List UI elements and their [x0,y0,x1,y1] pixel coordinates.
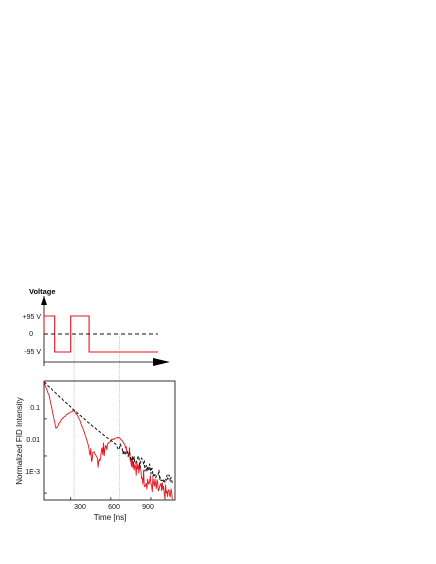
voltage-plot-area [43,315,158,500]
fid-y-axis-label: Normalized FID Intensity [15,397,24,485]
voltage-tick-minus95: -95 V [24,349,41,356]
fid-ytick-0.01: 0.01 [26,437,40,444]
fid-xtick-900: 900 [142,504,154,511]
voltage-x-arrow [153,358,170,366]
voltage-tick-plus95: +95 V [23,314,42,321]
voltage-pulse-line [43,315,158,353]
fid-x-axis-label: Time [ns] [94,513,127,522]
fid-plot-area [43,381,173,500]
fid-dashed-decay-line [43,381,173,484]
fid-ytick-0.1: 0.1 [30,405,40,412]
voltage-y-arrow [41,296,47,305]
voltage-tick-zero: 0 [29,331,33,338]
fid-panel: 300 600 900 0.1 0.01 1E-3 Time [ns] Norm… [15,380,176,522]
fid-ytick-1e-3: 1E-3 [25,469,40,476]
fid-plot-frame [43,380,176,501]
voltage-title: Voltage [29,287,56,296]
fid-xtick-300: 300 [74,504,86,511]
fid-xtick-600: 600 [108,504,120,511]
voltage-panel: Voltage +95 V 0 -95 V [23,287,170,500]
fid-red-signal-line [43,381,173,500]
